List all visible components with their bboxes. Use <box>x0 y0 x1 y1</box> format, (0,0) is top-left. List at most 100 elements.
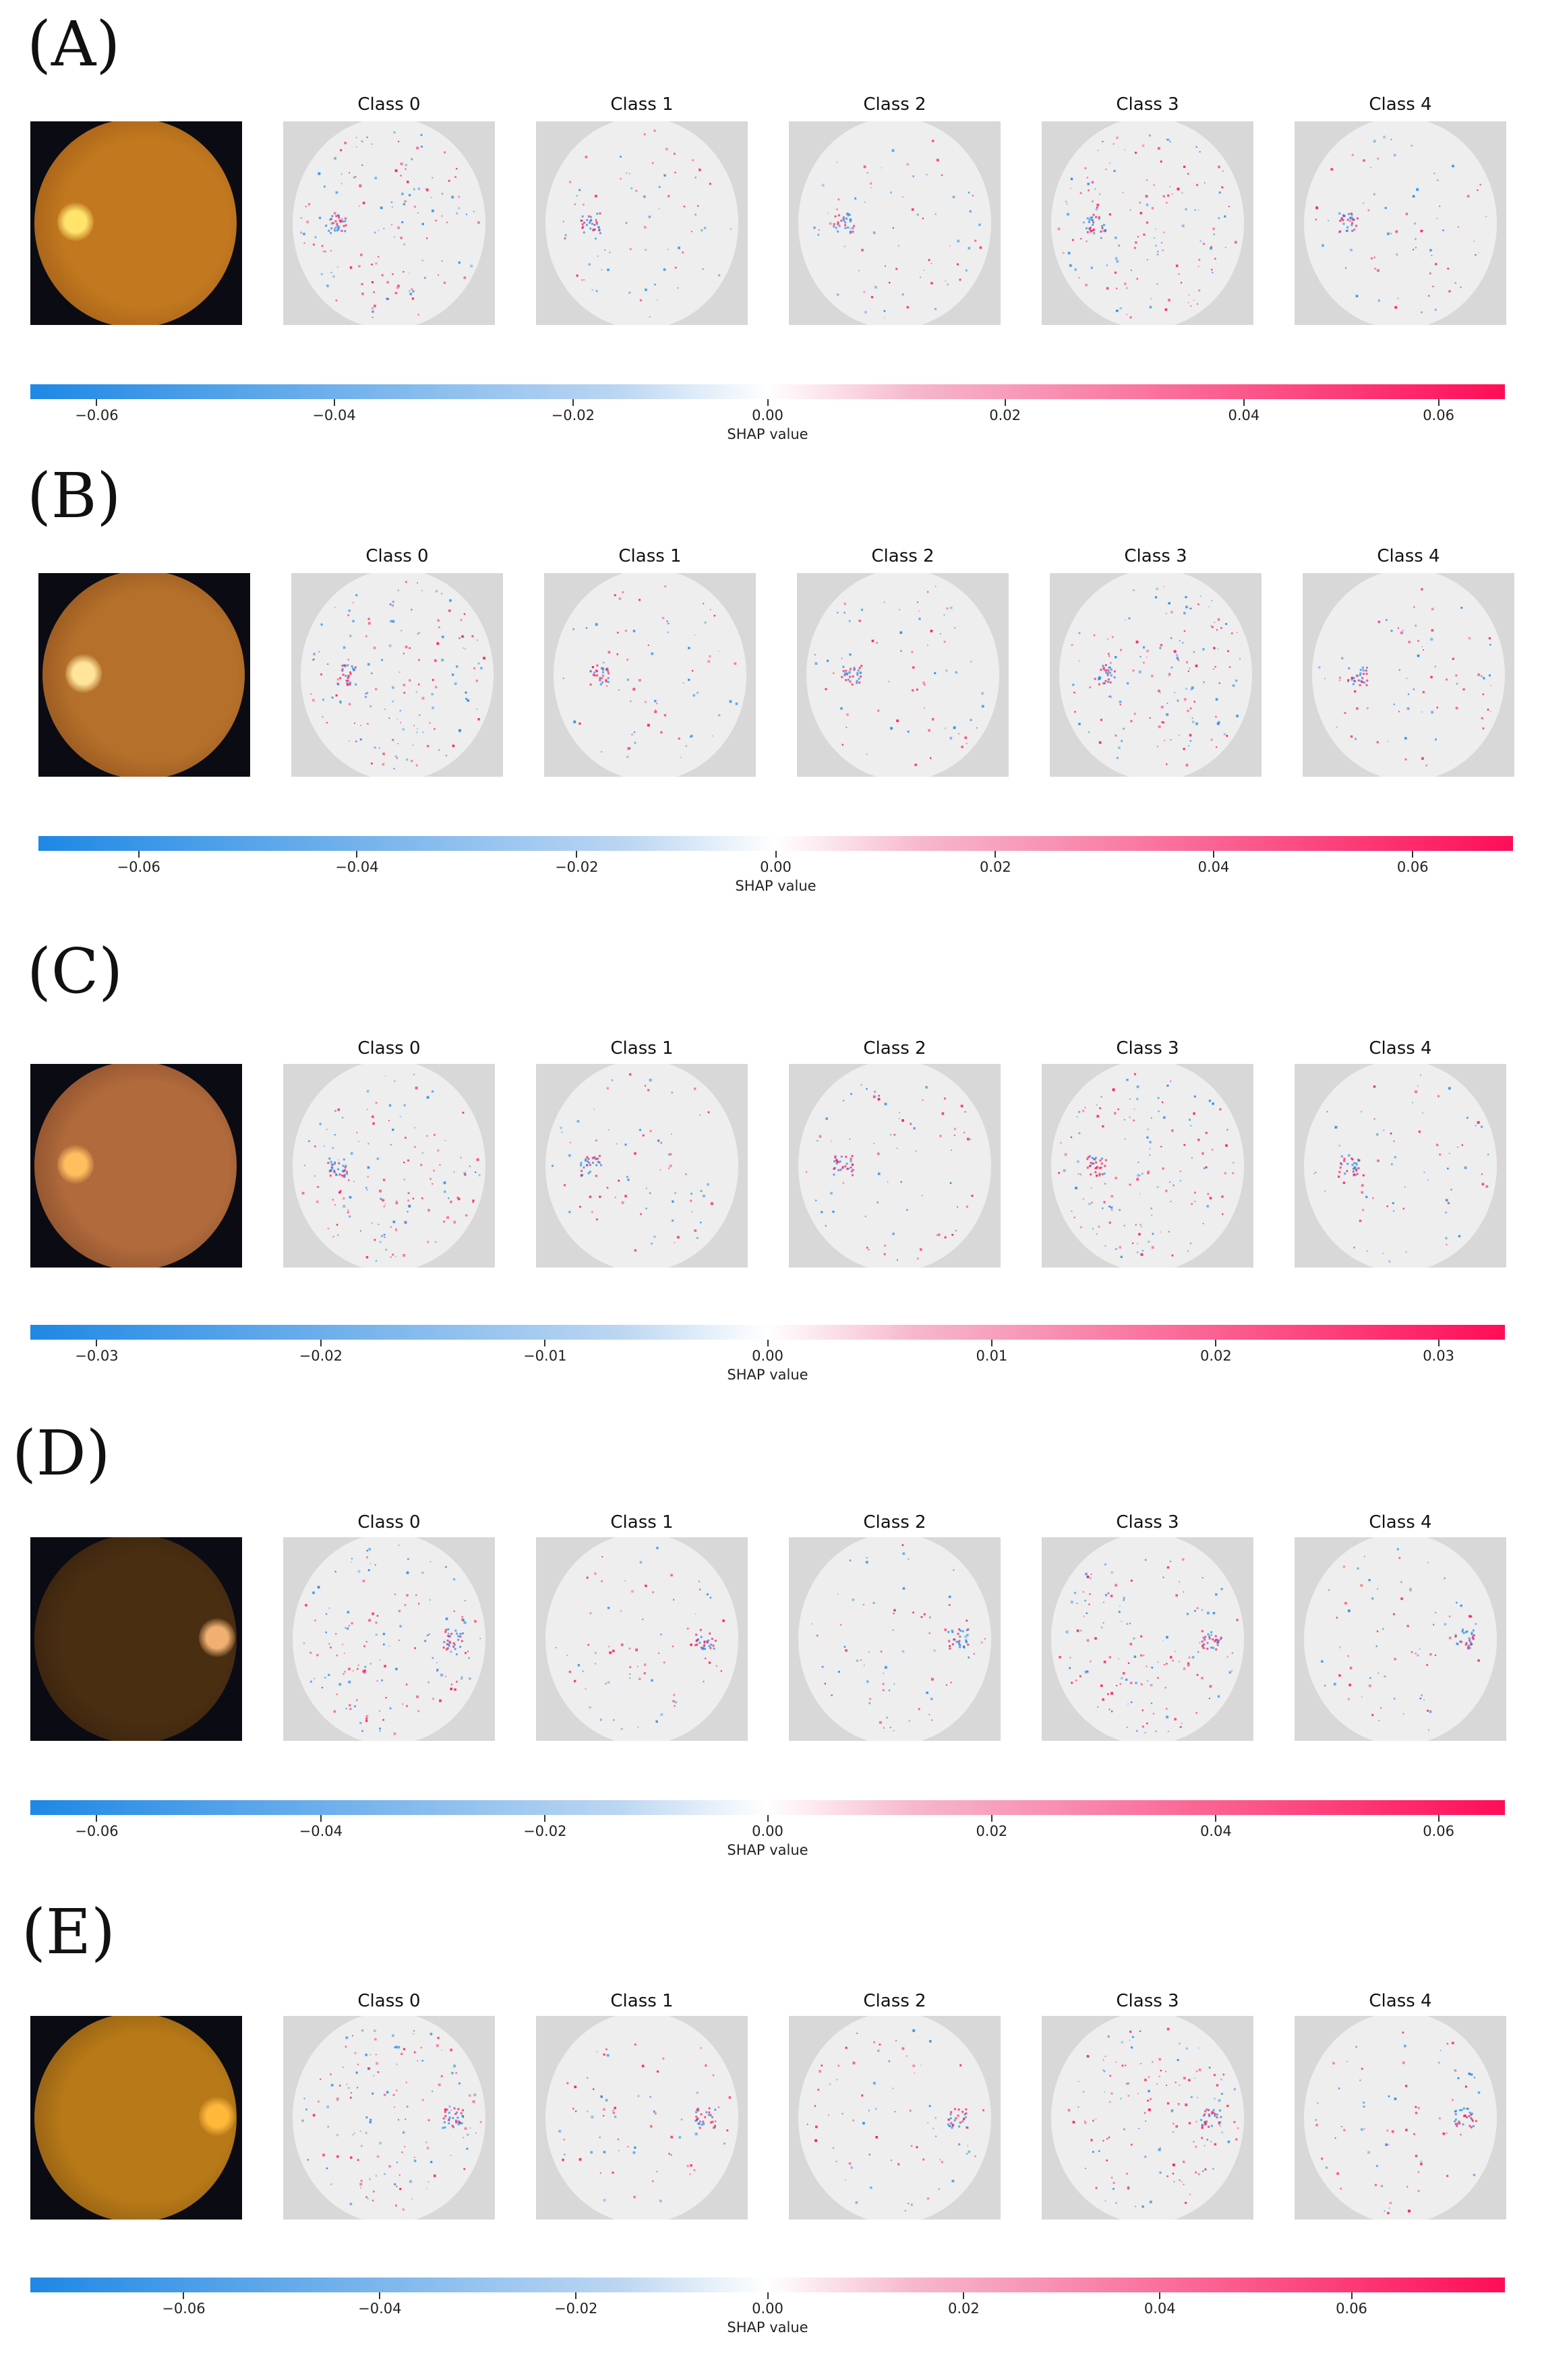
shap-point <box>1429 1653 1432 1656</box>
shap-scatter <box>814 586 984 767</box>
shap-point <box>382 1199 385 1202</box>
shap-point <box>1445 1237 1448 1240</box>
shap-point <box>628 291 631 294</box>
shap-point <box>458 261 461 264</box>
shap-point <box>906 163 909 166</box>
shap-hotspot-point <box>1104 229 1107 232</box>
shap-point <box>313 658 315 660</box>
shap-point <box>1198 2069 1202 2071</box>
shap-point <box>1321 244 1324 247</box>
shap-hotspot-point <box>1201 2124 1204 2126</box>
shap-hotspot-point <box>337 1168 340 1170</box>
shap-point <box>1188 2122 1191 2124</box>
shap-point <box>1475 254 1477 256</box>
shap-point <box>595 1663 596 1665</box>
shap-point <box>1148 2076 1150 2078</box>
shap-point <box>685 745 687 747</box>
shap-point <box>359 1721 362 1725</box>
shap-point <box>343 646 346 649</box>
shap-point <box>860 608 864 612</box>
shap-hotspot-point <box>1212 1646 1215 1649</box>
shap-point <box>841 657 843 659</box>
shap-point <box>865 1561 868 1564</box>
shap-hotspot-point <box>585 224 588 227</box>
shap-point <box>1406 1625 1409 1628</box>
shap-hotspot-point <box>580 1174 583 1177</box>
shap-point <box>403 1254 406 1257</box>
shap-hotspot-point <box>341 664 344 667</box>
shap-hotspot-point <box>593 674 596 677</box>
shap-hotspot-point <box>343 225 345 227</box>
shap-hotspot-point <box>1469 2124 1471 2127</box>
shap-point <box>1173 692 1176 694</box>
shap-point <box>374 1239 376 1241</box>
shap-hotspot-point <box>335 214 338 217</box>
shap-hotspot-point <box>1092 1162 1095 1165</box>
shap-point <box>365 2054 367 2056</box>
shap-point <box>924 684 926 686</box>
shap-point <box>612 2110 614 2112</box>
shap-point <box>453 1171 455 1172</box>
shap-point <box>601 1556 603 1557</box>
colorbar-tick-label: 0.00 <box>752 407 783 423</box>
shap-point <box>322 250 324 252</box>
shap-point <box>379 1189 382 1193</box>
shap-point <box>330 2083 334 2087</box>
shap-point <box>1428 295 1430 297</box>
shap-point <box>453 2064 456 2068</box>
shap-point <box>375 688 378 690</box>
shap-point <box>653 1235 656 1238</box>
shap-point <box>1139 1174 1141 1177</box>
shap-hotspot-point <box>597 1160 599 1163</box>
shap-point <box>606 1187 609 1189</box>
shap-point <box>406 2106 409 2108</box>
shap-point <box>394 1593 396 1595</box>
shap-scatter <box>301 2029 482 2211</box>
shap-point <box>369 2178 371 2180</box>
shap-point <box>1402 630 1404 632</box>
shap-point <box>1416 188 1419 191</box>
shap-point <box>634 1152 636 1155</box>
shap-point <box>1355 738 1357 740</box>
shap-point <box>1363 202 1365 204</box>
colorbar-tick-label: 0.06 <box>1423 407 1454 423</box>
shap-point <box>1158 725 1161 728</box>
shap-point <box>1063 1169 1066 1172</box>
shap-point <box>707 660 711 663</box>
shap-hotspot-point <box>1212 2109 1215 2112</box>
shap-point <box>647 1089 650 1092</box>
shap-point <box>639 1129 641 1131</box>
shap-hotspot-point <box>1365 672 1368 675</box>
shap-point <box>403 1162 405 1164</box>
shap-hotspot-point <box>345 1170 348 1173</box>
shap-point <box>1435 263 1437 266</box>
shap-point <box>1204 2168 1207 2171</box>
shap-hotspot-point <box>848 214 851 216</box>
shap-point <box>814 2105 816 2107</box>
shap-point <box>708 1661 711 1664</box>
shap-point <box>328 1673 330 1676</box>
shap-point <box>1185 688 1187 690</box>
shap-point <box>901 1119 904 1122</box>
shap-point <box>928 1714 930 1715</box>
shap-point <box>1137 1243 1138 1245</box>
shap-hotspot-point <box>849 231 852 233</box>
shap-point <box>649 1079 652 1081</box>
shap-point <box>694 213 696 216</box>
shap-point <box>683 206 685 208</box>
shap-point <box>1093 634 1096 636</box>
shap-hotspot-point <box>1353 677 1355 680</box>
shap-point <box>478 1174 481 1177</box>
shap-point <box>1166 2085 1167 2086</box>
shap-point <box>1191 1656 1195 1659</box>
shap-point <box>1091 1201 1093 1203</box>
shap-point <box>352 2035 353 2037</box>
shap-point <box>1113 2188 1115 2190</box>
shap-hotspot-point <box>1353 218 1355 221</box>
shap-hotspot-point <box>1212 1638 1214 1641</box>
shap-point <box>456 1196 459 1199</box>
shap-map-class-0 <box>291 573 503 777</box>
shap-point <box>587 2077 589 2079</box>
shap-hotspot-point <box>589 683 592 686</box>
shap-point <box>349 2203 353 2205</box>
